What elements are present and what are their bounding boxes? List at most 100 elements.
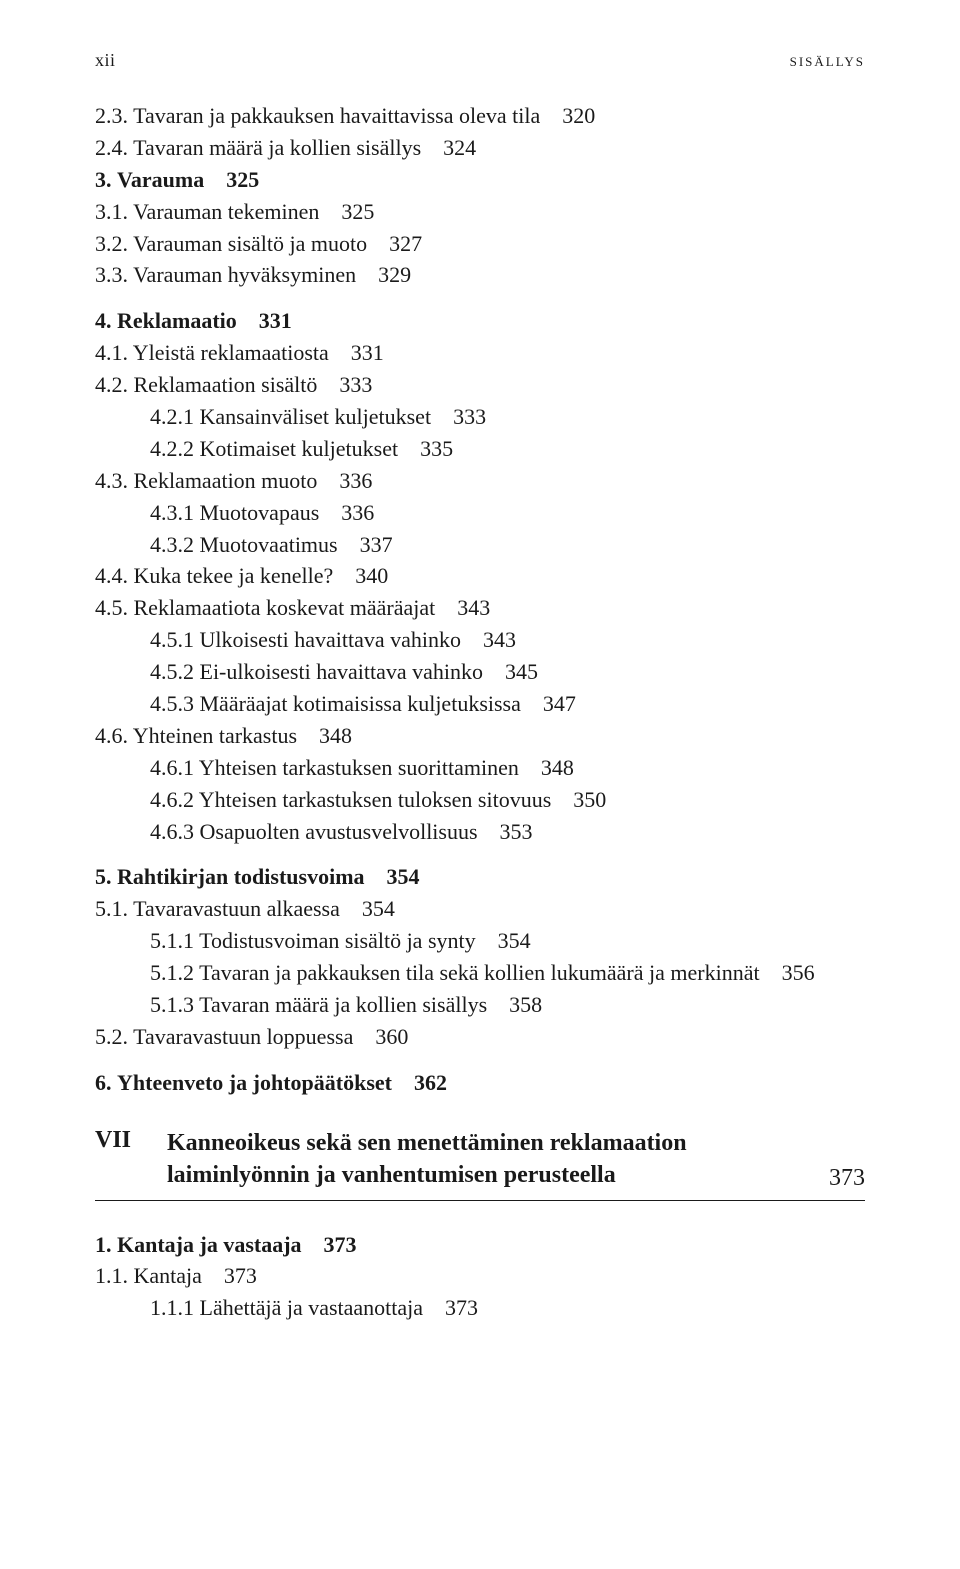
toc-entry: 2.4. Tavaran määrä ja kollien sisällys 3… (95, 132, 865, 164)
entry-number: 5.2. (95, 1024, 128, 1049)
chapter-page: 373 (829, 1165, 865, 1192)
entry-text: Muotovaatimus (200, 532, 338, 557)
entry-text: Tavaravastuun loppuessa (133, 1024, 353, 1049)
toc-entry: 4.6.1 Yhteisen tarkastuksen suorittamine… (95, 752, 865, 784)
entry-page: 348 (541, 755, 574, 780)
toc-entry: 4.5.1 Ulkoisesti havaittava vahinko 343 (95, 624, 865, 656)
toc-entry: 5.1. Tavaravastuun alkaessa 354 (95, 893, 865, 925)
entry-number: 4.3.1 (150, 500, 194, 525)
entry-page: 325 (226, 167, 259, 192)
entry-page: 327 (389, 231, 422, 256)
entry-number: 3.2. (95, 231, 128, 256)
entry-number: 5.1.3 (150, 992, 194, 1017)
entry-number: 1.1. (95, 1263, 128, 1288)
entry-text: Yhteenveto ja johtopäätökset (117, 1070, 392, 1095)
entry-text: Lähettäjä ja vastaanottaja (200, 1295, 424, 1320)
entry-page: 354 (498, 928, 531, 953)
toc-entry: 4.2.2 Kotimaiset kuljetukset 335 (95, 433, 865, 465)
entry-number: 4.5. (95, 595, 128, 620)
entry-number: 4.6.2 (150, 787, 194, 812)
entry-page: 331 (259, 308, 292, 333)
toc-entry: 5.1.3 Tavaran määrä ja kollien sisällys … (95, 989, 865, 1021)
entry-number: 2.4. (95, 135, 128, 160)
toc-entry: 4.5.2 Ei-ulkoisesti havaittava vahinko 3… (95, 656, 865, 688)
entry-text: Yhteisen tarkastuksen suorittaminen (199, 755, 519, 780)
toc-entry: 4.5.3 Määräajat kotimaisissa kuljetuksis… (95, 688, 865, 720)
toc-main-list: 2.3. Tavaran ja pakkauksen havaittavissa… (95, 100, 865, 1099)
entry-page: 331 (351, 340, 384, 365)
entry-page: 348 (319, 723, 352, 748)
entry-page: 358 (509, 992, 542, 1017)
entry-text: Reklamaatiota koskevat määräajat (134, 595, 436, 620)
entry-number: 3. (95, 167, 112, 192)
toc-after-list: 1. Kantaja ja vastaaja 3731.1. Kantaja 3… (95, 1229, 865, 1325)
toc-entry: 4. Reklamaatio 331 (95, 305, 865, 337)
toc-entry: 4.4. Kuka tekee ja kenelle? 340 (95, 560, 865, 592)
entry-number: 4.2.1 (150, 404, 194, 429)
entry-text: Kantaja ja vastaaja (117, 1232, 302, 1257)
entry-number: 4.2. (95, 372, 128, 397)
page-numeral: xii (95, 50, 116, 72)
toc-entry: 4.6.2 Yhteisen tarkastuksen tuloksen sit… (95, 784, 865, 816)
entry-number: 1. (95, 1232, 112, 1257)
toc-entry: 4.6. Yhteinen tarkastus 348 (95, 720, 865, 752)
entry-text: Ulkoisesti havaittava vahinko (200, 627, 462, 652)
entry-page: 345 (505, 659, 538, 684)
entry-number: 5. (95, 864, 112, 889)
entry-text: Yhteinen tarkastus (133, 723, 297, 748)
entry-text: Tavaran ja pakkauksen havaittavissa olev… (133, 103, 540, 128)
entry-text: Reklamaation muoto (134, 468, 318, 493)
toc-entry: 5.1.2 Tavaran ja pakkauksen tila sekä ko… (95, 957, 865, 989)
entry-number: 3.1. (95, 199, 128, 224)
toc-entry: 1.1. Kantaja 373 (95, 1260, 865, 1292)
entry-page: 353 (500, 819, 533, 844)
toc-entry: 3.3. Varauman hyväksyminen 329 (95, 259, 865, 291)
toc-entry: 5. Rahtikirjan todistusvoima 354 (95, 861, 865, 893)
entry-page: 354 (387, 864, 420, 889)
toc-entry: 5.1.1 Todistusvoiman sisältö ja synty 35… (95, 925, 865, 957)
entry-page: 347 (543, 691, 576, 716)
entry-page: 324 (443, 135, 476, 160)
toc-entry: 4.2. Reklamaation sisältö 333 (95, 369, 865, 401)
toc-entry: 4.3. Reklamaation muoto 336 (95, 465, 865, 497)
toc-entry: 2.3. Tavaran ja pakkauksen havaittavissa… (95, 100, 865, 132)
entry-text: Kansainväliset kuljetukset (200, 404, 432, 429)
entry-number: 5.1. (95, 896, 128, 921)
entry-text: Kotimaiset kuljetukset (200, 436, 399, 461)
entry-page: 360 (375, 1024, 408, 1049)
entry-number: 4.4. (95, 563, 128, 588)
entry-number: 3.3. (95, 262, 128, 287)
toc-entry: 4.3.1 Muotovapaus 336 (95, 497, 865, 529)
entry-number: 4.5.1 (150, 627, 194, 652)
entry-page: 335 (420, 436, 453, 461)
toc-entry: 5.2. Tavaravastuun loppuessa 360 (95, 1021, 865, 1053)
toc-entry: 4.3.2 Muotovaatimus 337 (95, 529, 865, 561)
entry-page: 336 (339, 468, 372, 493)
entry-page: 340 (355, 563, 388, 588)
entry-number: 4.6. (95, 723, 128, 748)
entry-page: 337 (360, 532, 393, 557)
toc-entry: 1. Kantaja ja vastaaja 373 (95, 1229, 865, 1261)
entry-page: 343 (457, 595, 490, 620)
toc-entry: 4.2.1 Kansainväliset kuljetukset 333 (95, 401, 865, 433)
entry-number: 1.1.1 (150, 1295, 194, 1320)
entry-text: Tavaran määrä ja kollien sisällys (199, 992, 487, 1017)
entry-page: 362 (414, 1070, 447, 1095)
toc-entry: 4.6.3 Osapuolten avustusvelvollisuus 353 (95, 816, 865, 848)
entry-page: 354 (362, 896, 395, 921)
entry-text: Ei-ulkoisesti havaittava vahinko (200, 659, 484, 684)
entry-text: Tavaran ja pakkauksen tila sekä kollien … (199, 960, 759, 985)
entry-text: Tavaravastuun alkaessa (133, 896, 340, 921)
chapter-title: Kanneoikeus sekä sen menettäminen reklam… (167, 1127, 829, 1192)
entry-number: 4.3. (95, 468, 128, 493)
entry-number: 4.2.2 (150, 436, 194, 461)
chapter-title-wrap: Kanneoikeus sekä sen menettäminen reklam… (167, 1127, 865, 1192)
toc-entry: 3.2. Varauman sisältö ja muoto 327 (95, 228, 865, 260)
entry-text: Yleistä reklamaatiosta (133, 340, 329, 365)
entry-page: 373 (324, 1232, 357, 1257)
chapter-heading: VII Kanneoikeus sekä sen menettäminen re… (95, 1127, 865, 1192)
entry-number: 4. (95, 308, 112, 333)
entry-page: 329 (378, 262, 411, 287)
toc-entry: 6. Yhteenveto ja johtopäätökset 362 (95, 1067, 865, 1099)
entry-page: 356 (782, 960, 815, 985)
